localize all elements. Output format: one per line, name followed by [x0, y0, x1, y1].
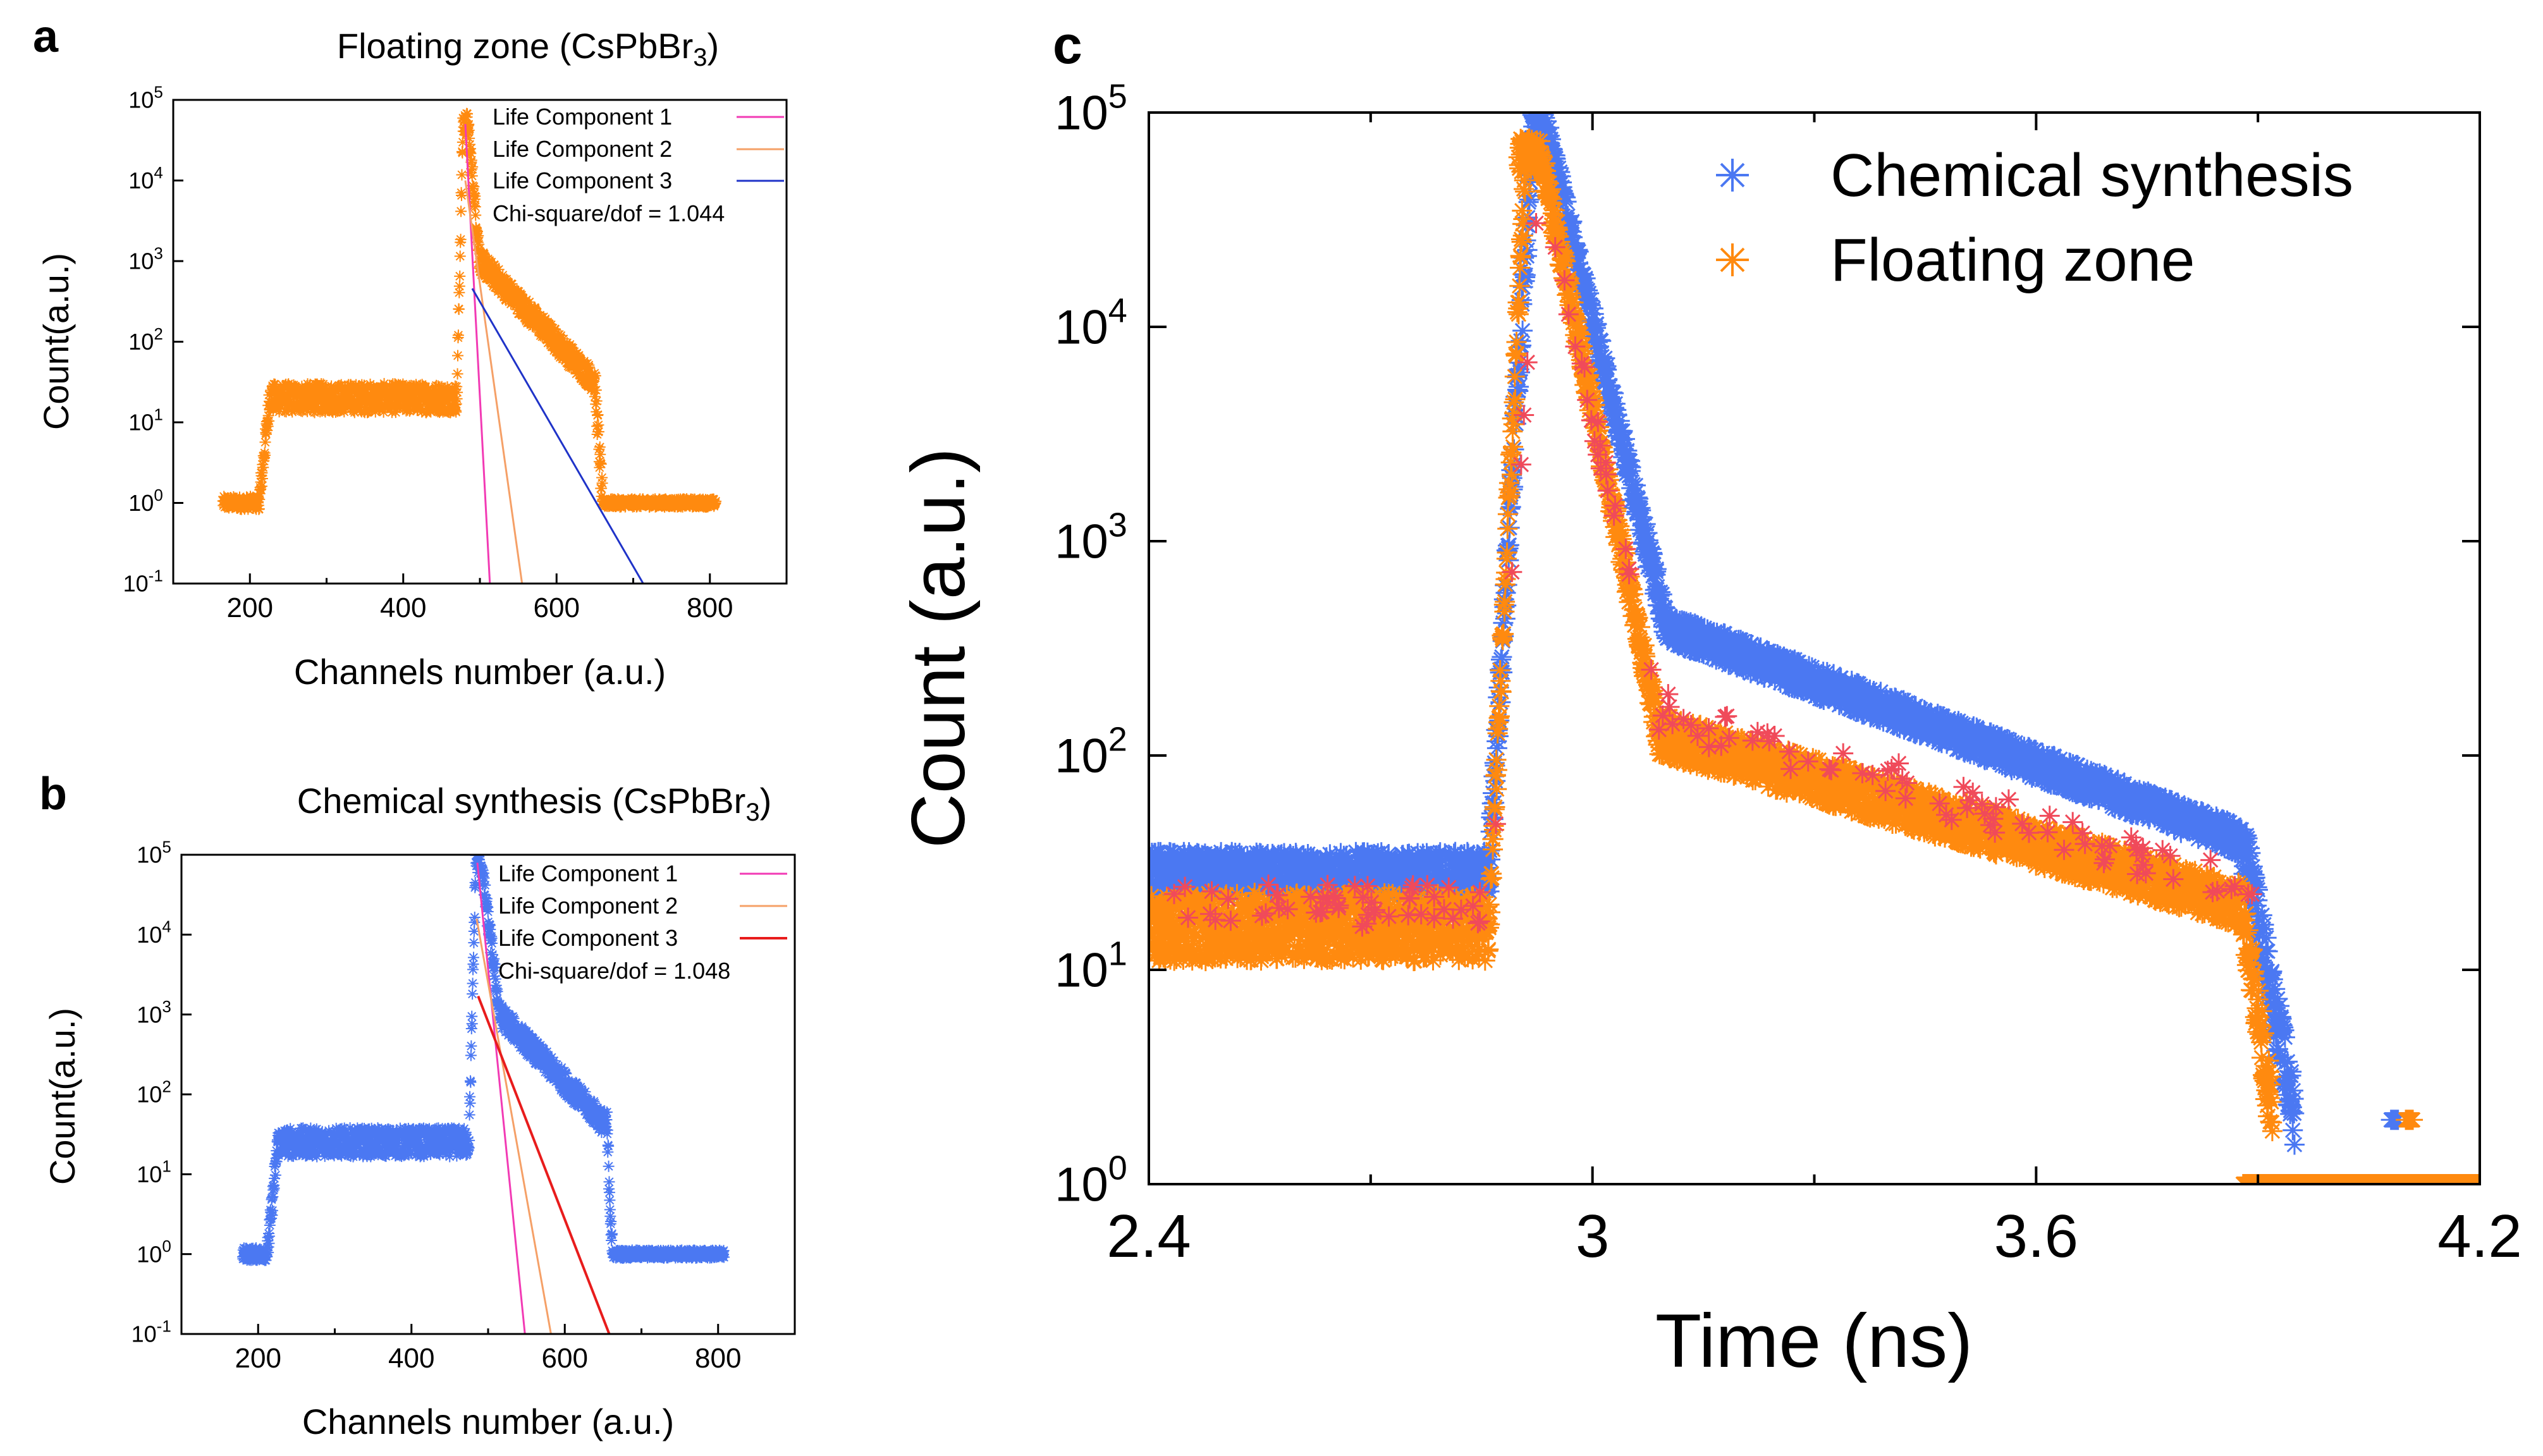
panel-b-ytick-label: 103 — [137, 997, 171, 1027]
panel-c-ytick-label: 101 — [1055, 934, 1127, 997]
panel-b-ytick-label: 10-1 — [132, 1316, 171, 1347]
panel-b-legend-item-1: Life Component 1 — [498, 860, 678, 886]
panel-b-xlabel: Channels number (a.u.) — [302, 1402, 674, 1441]
panel-b-xtick-label: 200 — [235, 1343, 281, 1374]
panel-b-frame — [180, 853, 796, 1335]
panel-c-ytick-label: 104 — [1055, 291, 1127, 354]
panel-a-ylabel: Count(a.u.) — [36, 253, 76, 430]
panel-b-fit-line-1 — [476, 862, 526, 1334]
panel-a-series-1 — [217, 107, 721, 515]
panel-letter-a: a — [33, 11, 59, 62]
panel-a-ytick-label: 104 — [128, 163, 163, 193]
panel-b-series-1-points — [237, 855, 730, 1266]
panel-b-ytick-label: 105 — [137, 837, 171, 867]
panel-a-ytick-label: 10-1 — [123, 566, 163, 596]
panel-b-plot-area — [237, 855, 730, 1334]
panel-a-ytick-label: 102 — [128, 324, 163, 355]
panel-b-xtick-label: 800 — [695, 1343, 741, 1374]
panel-c-xtick-label: 2.4 — [1106, 1202, 1191, 1270]
panel-a-ytick-label: 100 — [128, 486, 163, 516]
panel-c-legend-item-2: Floating zone — [1830, 226, 2195, 294]
panel-c-xtick-label: 4.2 — [2437, 1202, 2522, 1270]
panel-c-xlabel: Time (ns) — [1655, 1299, 1973, 1383]
panel-a-xtick-label: 800 — [687, 592, 733, 623]
panel-c-legend-item-1: Chemical synthesis — [1830, 142, 2353, 209]
panel-a-fit-line-1 — [464, 124, 491, 584]
panel-a-legend-item-3: Life Component 3 — [493, 168, 672, 193]
panel-b-series-1 — [237, 855, 730, 1266]
panel-c-xtick-label: 3.6 — [1994, 1202, 2078, 1270]
panel-a-fit-line-2 — [464, 180, 524, 584]
panel-b-chart: Chemical synthesis (CsPbBr3) 200 400 600 80… — [42, 781, 796, 1441]
panel-a-series-1-points — [217, 107, 721, 515]
panel-a-legend-item-1: Life Component 1 — [493, 104, 672, 130]
panel-b-legend: Life Component 1 Life Component 2 Life C… — [498, 860, 787, 984]
panel-c-ytick-label: 102 — [1055, 720, 1127, 783]
panel-a-fit-line-3 — [471, 288, 644, 584]
panel-c-ylabel: Count (a.u.) — [896, 448, 981, 848]
panel-a-legend: Life Component 1 Life Component 2 Life C… — [493, 104, 784, 226]
panel-c-series-1-points — [1149, 113, 2480, 1184]
panel-b-ylabel: Count(a.u.) — [42, 1008, 82, 1185]
panel-a-frame — [172, 99, 788, 585]
panel-b-title: Chemical synthesis (CsPbBr3) — [297, 781, 771, 826]
panel-b-legend-item-3: Life Component 3 — [498, 925, 678, 951]
panel-c-series-1 — [1149, 113, 2480, 1184]
panel-a-chi-square: Chi-square/dof = 1.044 — [493, 200, 725, 226]
panel-a-plot-area — [217, 107, 721, 584]
panel-a-xtick-label: 400 — [380, 592, 426, 623]
panel-a-ytick-label: 103 — [128, 243, 163, 274]
panel-b-legend-item-2: Life Component 2 — [498, 893, 678, 919]
panel-b-ytick-label: 104 — [137, 917, 171, 948]
panel-b-chi-square: Chi-square/dof = 1.048 — [498, 958, 730, 984]
panel-c-frame — [1148, 111, 2481, 1185]
panel-a-xtick-label: 600 — [534, 592, 580, 623]
panel-letter-b: b — [39, 769, 67, 819]
panel-a-ytick-label: 101 — [128, 405, 163, 435]
panel-c-overlay-points — [1163, 213, 2262, 937]
panel-c-ytick-label: 105 — [1055, 77, 1127, 140]
panel-letter-c: c — [1053, 15, 1082, 75]
panel-a-chart: Floating zone (CsPbBr3) 200 400 600 800 10-1… — [36, 26, 788, 692]
panel-b-fit-line-3 — [477, 995, 611, 1334]
panel-c-legend: Chemical synthesis Floating zone — [1716, 142, 2353, 294]
panel-b-ytick-label: 101 — [137, 1157, 171, 1187]
panel-a-xlabel: Channels number (a.u.) — [294, 652, 666, 692]
panel-c-plot-area — [1149, 113, 2480, 1184]
panel-c-legend-marker-1 — [1716, 159, 1749, 192]
panel-a-title: Floating zone (CsPbBr3) — [337, 26, 719, 71]
panel-b-xtick-label: 400 — [388, 1343, 434, 1374]
panel-b-fit-line-2 — [475, 918, 552, 1334]
panel-b-ytick-label: 102 — [137, 1077, 171, 1107]
panel-c-xtick-label: 3 — [1576, 1202, 1609, 1270]
panel-a-axes: 200 400 600 800 10-1 100 101 102 103 104 105 — [123, 82, 733, 623]
panel-c-legend-marker-2 — [1716, 243, 1749, 276]
panel-a-xtick-label: 200 — [227, 592, 273, 623]
panel-b-xtick-label: 600 — [542, 1343, 588, 1374]
panel-b-ytick-label: 100 — [137, 1237, 171, 1267]
panel-a-legend-item-2: Life Component 2 — [493, 136, 672, 162]
panel-c-ytick-label: 103 — [1055, 506, 1127, 568]
panel-a-ytick-label: 105 — [128, 82, 163, 113]
